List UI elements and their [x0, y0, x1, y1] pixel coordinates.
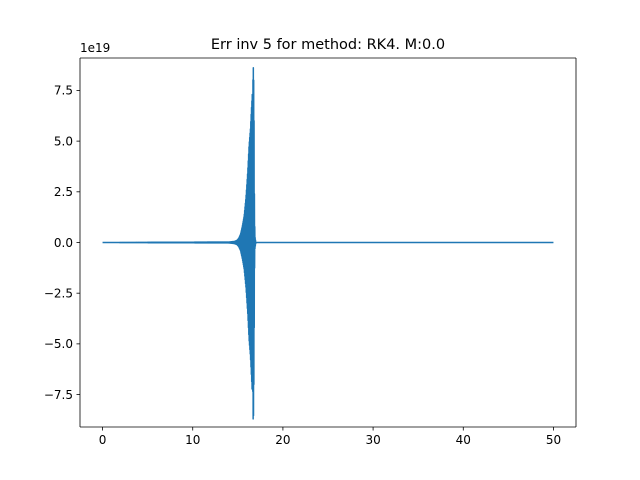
x-tick-label: 50	[546, 433, 561, 447]
x-tick-label: 10	[185, 433, 200, 447]
axes-layer: 0 10 20 30 40 50 −7.5 −5.0 −2.5 0.0 2.5 5.0 7.5	[44, 57, 577, 447]
y-tick-label: 5.0	[54, 134, 73, 148]
series-layer	[101, 66, 555, 420]
y-tick-label: 7.5	[54, 84, 73, 98]
y-tick-label: −7.5	[44, 388, 73, 402]
y-tick-label: 0.0	[54, 236, 73, 250]
x-tick-label: 40	[456, 433, 471, 447]
chart-title: Err inv 5 for method: RK4. M:0.0	[211, 37, 445, 53]
x-tick-label: 20	[275, 433, 290, 447]
y-tick-label: 2.5	[54, 185, 73, 199]
y-tick-label: −5.0	[44, 337, 73, 351]
y-tick-label: −2.5	[44, 286, 73, 300]
x-tick-label: 30	[365, 433, 380, 447]
x-tick-label: 0	[99, 433, 107, 447]
y-axis-offset-label: 1e19	[80, 41, 110, 55]
series-line	[101, 66, 555, 420]
